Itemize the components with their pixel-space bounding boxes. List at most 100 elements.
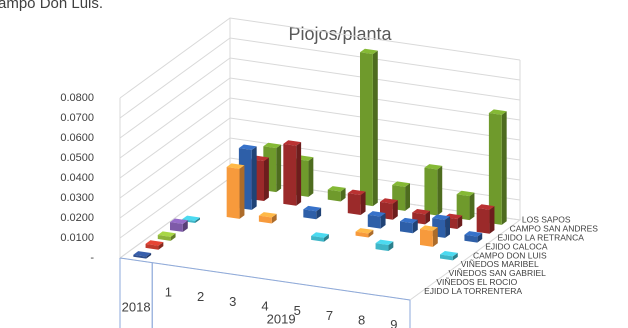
bar-side bbox=[392, 200, 398, 220]
bar-side bbox=[146, 253, 152, 259]
bar-side bbox=[182, 220, 188, 232]
bar-top bbox=[347, 189, 366, 196]
bar bbox=[170, 218, 188, 232]
bar-front bbox=[170, 222, 183, 232]
bar-front bbox=[347, 193, 361, 216]
bar-top bbox=[327, 186, 346, 192]
bar-top bbox=[258, 212, 277, 218]
caption: ampo Don Luis. bbox=[0, 0, 103, 12]
bar-side bbox=[368, 229, 374, 238]
bar bbox=[258, 212, 277, 224]
bar-front bbox=[424, 167, 438, 216]
y-tick-label: - bbox=[90, 252, 94, 264]
bar-top bbox=[133, 251, 152, 257]
grid-line bbox=[119, 117, 521, 199]
bar bbox=[440, 250, 458, 261]
x-tick-label: 7 bbox=[326, 308, 333, 323]
bar-front bbox=[355, 231, 369, 238]
bar-front bbox=[226, 166, 240, 219]
bar-top bbox=[367, 211, 386, 217]
bar-side bbox=[372, 50, 378, 207]
bar bbox=[226, 163, 245, 219]
bar-front bbox=[303, 209, 317, 220]
grid-line bbox=[119, 37, 521, 119]
bar-side bbox=[437, 165, 443, 216]
bar-side bbox=[445, 216, 450, 238]
bar bbox=[133, 251, 152, 259]
bar-front bbox=[145, 243, 159, 250]
bar-front bbox=[157, 234, 171, 241]
bar-side bbox=[316, 207, 322, 220]
bar-front bbox=[488, 112, 502, 225]
bar-top bbox=[303, 205, 322, 212]
bar-top bbox=[412, 208, 430, 215]
bar bbox=[375, 239, 394, 252]
bar-side bbox=[380, 213, 386, 229]
group-label: 2018 bbox=[122, 299, 151, 314]
bar-top bbox=[432, 214, 450, 220]
bar bbox=[360, 48, 378, 207]
bar-side bbox=[195, 217, 200, 224]
bar bbox=[283, 140, 302, 206]
bar-front bbox=[456, 194, 470, 221]
bar-front bbox=[464, 234, 478, 243]
x-tick-label: 8 bbox=[358, 312, 365, 327]
bar-side bbox=[251, 146, 257, 210]
legend-label: EJIDO LA TORRENTERA bbox=[424, 286, 522, 296]
legend-label: VIÑEDOS EL ROCIO bbox=[436, 277, 517, 287]
grid-line bbox=[119, 57, 521, 139]
bar-side bbox=[489, 206, 495, 234]
bar-side bbox=[324, 234, 329, 242]
y-tick-label: 0.0300 bbox=[60, 192, 94, 204]
bar bbox=[327, 186, 346, 202]
bar-side bbox=[469, 192, 475, 221]
bar bbox=[355, 228, 374, 238]
legend-label: CAMPO SAN ANDRES bbox=[510, 224, 599, 234]
bar bbox=[456, 190, 475, 221]
bar-front bbox=[375, 243, 389, 252]
legend-label: VIÑEDOS MARIBEL bbox=[461, 259, 539, 269]
bar-top bbox=[157, 231, 176, 237]
bar-front bbox=[283, 143, 297, 206]
bar-front bbox=[360, 52, 373, 207]
bar-side bbox=[239, 165, 245, 219]
bar-front bbox=[420, 228, 433, 247]
legend-label: CAMPO DON LUIS bbox=[473, 250, 547, 260]
bar-side bbox=[452, 252, 458, 261]
bar-top bbox=[226, 163, 245, 169]
grid-line bbox=[119, 97, 521, 179]
bar-side bbox=[432, 227, 438, 247]
bar-top bbox=[375, 239, 394, 246]
bar-side bbox=[340, 187, 346, 202]
bar-side bbox=[457, 215, 463, 230]
bar-side bbox=[388, 241, 394, 252]
bar-top bbox=[170, 218, 188, 224]
y-tick-label: 0.0700 bbox=[60, 112, 94, 124]
bar-front bbox=[440, 254, 453, 261]
axis-line bbox=[119, 257, 411, 301]
bar-side bbox=[158, 242, 164, 250]
bar-front bbox=[327, 189, 341, 202]
bar-side bbox=[276, 144, 282, 193]
bar-top bbox=[392, 181, 410, 187]
bar bbox=[488, 109, 507, 225]
bar-top bbox=[360, 48, 378, 55]
y-tick-label: 0.0100 bbox=[60, 232, 94, 244]
bar-side bbox=[477, 233, 483, 243]
bar-top bbox=[311, 232, 329, 238]
bar-top bbox=[380, 198, 398, 204]
bar-top bbox=[456, 190, 475, 197]
bar bbox=[157, 231, 176, 241]
bar-top bbox=[355, 228, 374, 234]
bar bbox=[420, 225, 438, 247]
bar-side bbox=[271, 213, 277, 224]
bar-front bbox=[400, 221, 413, 234]
legend-label: VIÑEDOS SAN GABRIEL bbox=[449, 268, 547, 278]
y-tick-label: 0.0400 bbox=[60, 172, 94, 184]
bar bbox=[400, 217, 418, 234]
bar-side bbox=[412, 219, 418, 234]
bar bbox=[464, 231, 483, 243]
bar-top bbox=[283, 140, 302, 146]
legend-label: EJIDO LA RETRANCA bbox=[497, 232, 584, 242]
